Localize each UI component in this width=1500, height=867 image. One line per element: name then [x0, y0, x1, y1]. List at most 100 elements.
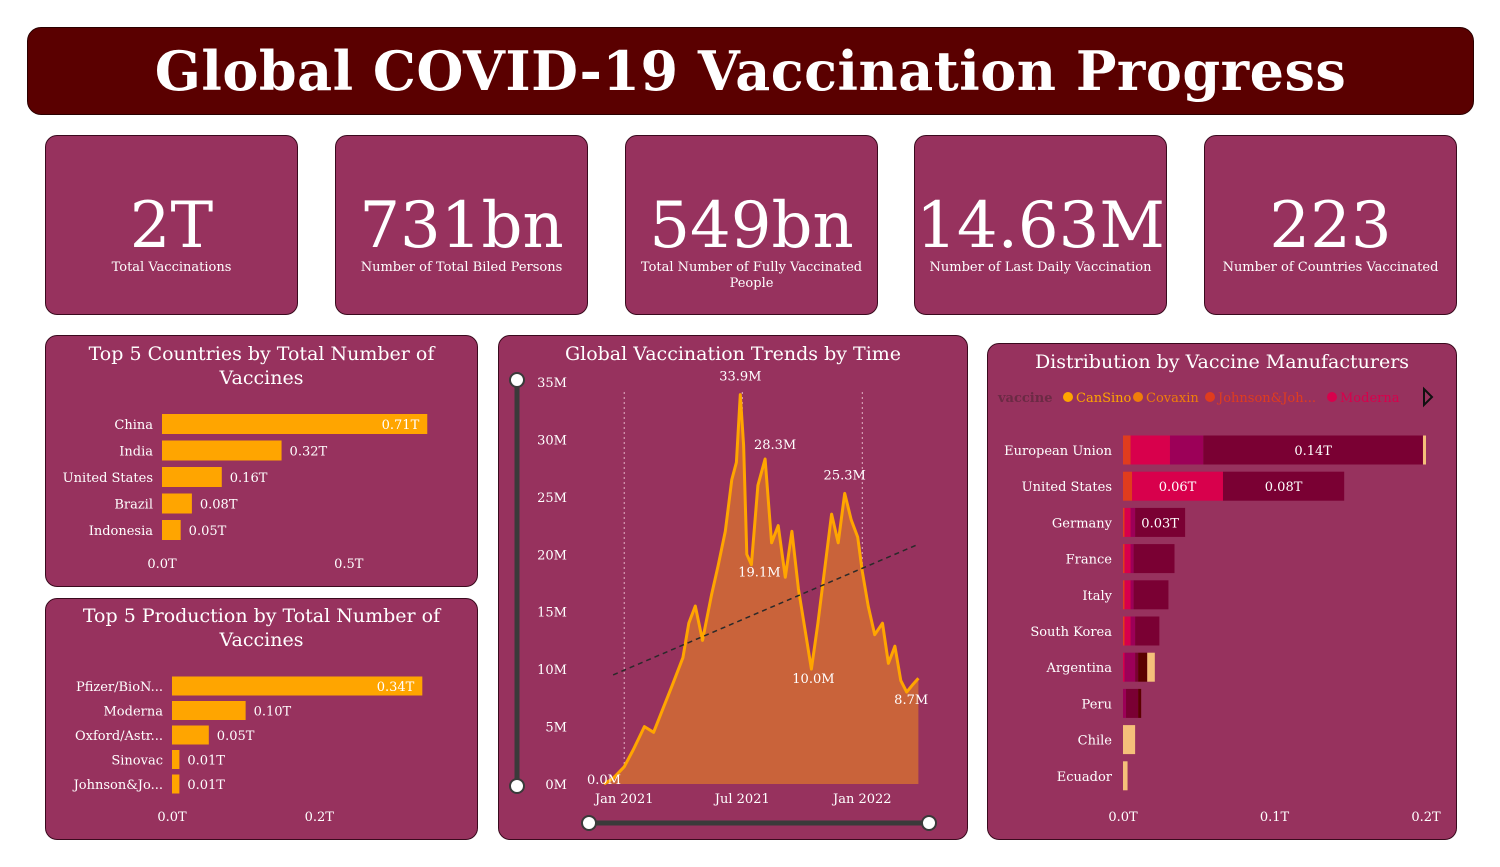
bar-segment[interactable] [1135, 652, 1139, 682]
bar-segment[interactable] [1130, 616, 1136, 646]
bar-segment[interactable] [1133, 580, 1169, 610]
kpi-last-daily[interactable]: 14.63M Number of Last Daily Vaccination [914, 135, 1167, 315]
bar-segment[interactable] [1123, 435, 1131, 465]
category-label: Peru [1082, 697, 1112, 712]
legend-item[interactable]: Covaxin [1146, 391, 1199, 406]
bar[interactable] [162, 467, 222, 487]
bar-segment[interactable] [1123, 652, 1125, 682]
bar-segment[interactable] [1203, 435, 1423, 465]
bar[interactable] [172, 774, 180, 794]
x-tick-label: 0.2T [305, 810, 335, 825]
bar-segment[interactable] [1123, 507, 1125, 537]
y-range-slider-handle[interactable] [509, 778, 525, 794]
legend-marker [1063, 392, 1073, 402]
vaccination-trend-chart[interactable]: 0M 5M 10M 15M 20M 25M 30M 35M Jan 2021 Jul 2021 Ja… [499, 336, 967, 839]
y-tick-label: 15M [537, 606, 567, 621]
legend-item[interactable]: Johnson&Joh... [1216, 391, 1316, 406]
legend-item[interactable]: CanSino [1076, 391, 1132, 406]
category-label: China [114, 418, 153, 433]
bar-segment[interactable] [1124, 652, 1136, 682]
bar-segment[interactable] [1124, 507, 1131, 537]
y-range-slider-handle[interactable] [509, 372, 525, 388]
kpi-label: Total Number of Fully Vaccinated People [640, 260, 863, 291]
bar-segment[interactable] [1222, 471, 1345, 501]
top-countries-chart[interactable]: China 0.71T India 0.32T United States 0.16T Br… [46, 336, 477, 586]
legend-marker [1205, 392, 1215, 402]
bar-segment[interactable] [1123, 616, 1125, 646]
manufacturer-distribution-chart[interactable]: vaccine CanSino Covaxin Johnson&Joh... Moder… [988, 344, 1456, 839]
bar[interactable] [162, 440, 282, 461]
legend-next-icon[interactable] [1423, 386, 1434, 408]
bar-segment[interactable] [1422, 435, 1426, 465]
bar[interactable] [172, 676, 423, 696]
kpi-total-persons[interactable]: 731bn Number of Total Biled Persons [335, 135, 588, 315]
bar-segment[interactable] [1126, 688, 1139, 718]
bar-segment[interactable] [1135, 616, 1160, 646]
legend-marker [1133, 392, 1143, 402]
bar-segment[interactable] [1169, 435, 1204, 465]
legend-item[interactable]: Moderna [1340, 391, 1400, 406]
category-label: Argentina [1046, 661, 1113, 676]
x-tick-label: 0.2T [1411, 810, 1441, 825]
panel-manufacturers[interactable]: Distribution by Vaccine Manufacturers va… [987, 343, 1457, 840]
linear-trendline [612, 544, 917, 676]
top-production-chart[interactable]: Pfizer/BioN... 0.34T Moderna 0.10T Oxford/As… [46, 599, 477, 839]
panel-top-countries[interactable]: Top 5 Countries by Total Number of Vacci… [45, 335, 478, 587]
category-label: Germany [1052, 516, 1113, 531]
bar-segment[interactable] [1123, 725, 1136, 755]
bar-segment[interactable] [1123, 688, 1127, 718]
bar-segment[interactable] [1138, 652, 1148, 682]
x-tick-label: 0.0T [157, 810, 187, 825]
kpi-fully-vaccinated[interactable]: 549bn Total Number of Fully Vaccinated P… [625, 135, 878, 315]
bar-segment[interactable] [1124, 580, 1131, 610]
bar[interactable] [172, 701, 246, 720]
x-range-slider-handle[interactable] [581, 815, 597, 831]
bar-segment[interactable] [1123, 544, 1125, 574]
bar-segment[interactable] [1123, 471, 1133, 501]
data-label: 0.10T [254, 705, 292, 720]
bar-segment[interactable] [1138, 688, 1142, 718]
y-tick-label: 20M [537, 548, 567, 563]
chart-title: Top 5 Countries by Total Number of Vacci… [88, 343, 435, 389]
x-range-slider-handle[interactable] [921, 815, 937, 831]
panel-trends[interactable]: Global Vaccination Trends by Time 0M 5M 10… [498, 335, 968, 840]
kpi-value: 731bn [359, 189, 564, 263]
x-tick-label: 0.1T [1260, 810, 1290, 825]
kpi-total-vaccinations[interactable]: 2T Total Vaccinations [45, 135, 298, 315]
bar[interactable] [162, 493, 192, 514]
kpi-value: 2T [129, 189, 214, 263]
y-tick-label: 35M [537, 376, 567, 391]
x-tick-label: Jan 2022 [831, 792, 892, 807]
bar-segment[interactable] [1124, 544, 1131, 574]
bar-segment[interactable] [1147, 652, 1155, 682]
x-tick-label: Jan 2021 [593, 792, 654, 807]
data-label: 19.1M [738, 566, 780, 581]
bar-segment[interactable] [1130, 580, 1134, 610]
bar-segment[interactable] [1123, 761, 1128, 791]
bar-segment[interactable] [1133, 544, 1175, 574]
bar-segment[interactable] [1123, 580, 1125, 610]
category-label: United States [1022, 480, 1112, 495]
bar-segment[interactable] [1124, 616, 1131, 646]
category-label: Indonesia [89, 524, 154, 539]
bar-segment[interactable] [1132, 471, 1223, 501]
y-tick-label: 25M [537, 491, 567, 506]
kpi-label: Number of Countries Vaccinated [1222, 260, 1439, 275]
chart-title: Distribution by Vaccine Manufacturers [1034, 351, 1410, 373]
panel-top-production[interactable]: Top 5 Production by Total Number of Vacc… [45, 598, 478, 840]
bar[interactable] [172, 725, 209, 745]
y-tick-label: 5M [545, 721, 567, 736]
category-label: Moderna [104, 705, 164, 720]
bar-segment[interactable] [1135, 507, 1186, 537]
data-label: 0.01T [187, 778, 225, 793]
bar-segment[interactable] [1130, 435, 1170, 465]
category-label: Chile [1078, 734, 1113, 749]
data-label: 0.71T [382, 418, 420, 433]
data-label: 0.32T [290, 445, 328, 460]
bar[interactable] [172, 750, 180, 769]
kpi-countries[interactable]: 223 Number of Countries Vaccinated [1204, 135, 1457, 315]
bar-segment[interactable] [1130, 507, 1136, 537]
bar[interactable] [162, 414, 428, 434]
bar[interactable] [162, 520, 181, 540]
bar-segment[interactable] [1130, 544, 1134, 574]
